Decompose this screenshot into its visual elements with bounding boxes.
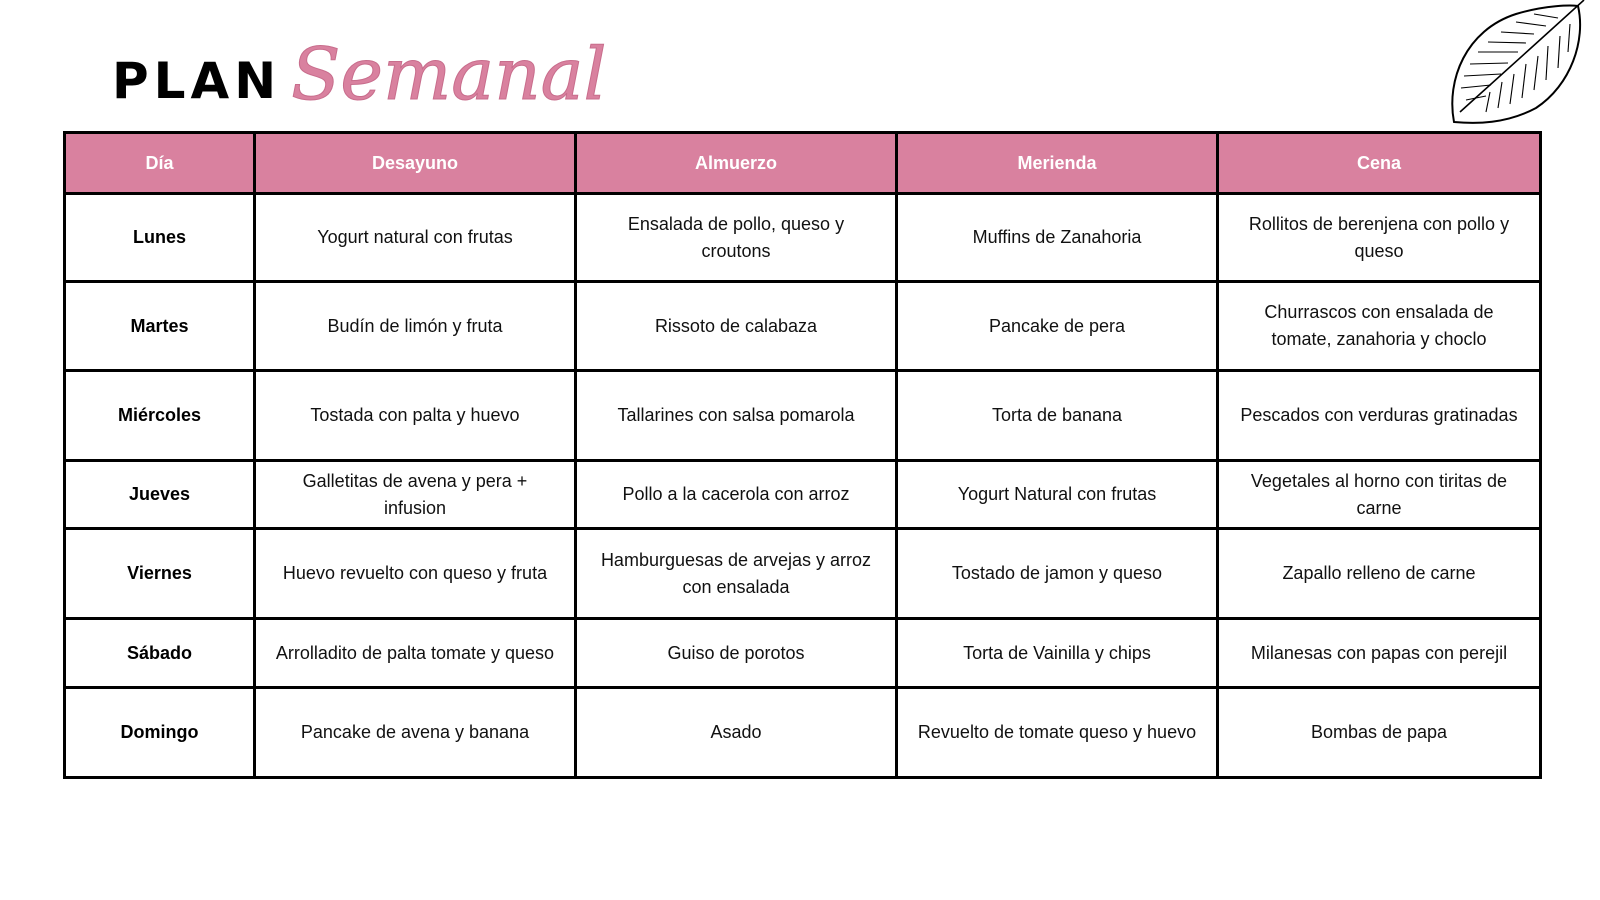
title-semanal: Semanal <box>291 32 607 116</box>
header-cena: Cena <box>1216 131 1542 195</box>
meal-cell: Huevo revuelto con queso y fruta <box>253 527 577 620</box>
header-merienda: Merienda <box>895 131 1219 195</box>
meal-cell: Tostada con palta y huevo <box>253 369 577 462</box>
meal-cell: Milanesas con papas con perejil <box>1216 617 1542 689</box>
day-cell: Sábado <box>63 617 256 689</box>
day-cell: Domingo <box>63 686 256 779</box>
meal-cell: Vegetales al horno con tiritas de carne <box>1216 459 1542 530</box>
meal-cell: Yogurt Natural con frutas <box>895 459 1219 530</box>
meal-cell: Tostado de jamon y queso <box>895 527 1219 620</box>
meal-cell: Revuelto de tomate queso y huevo <box>895 686 1219 779</box>
meal-cell: Pollo a la cacerola con arroz <box>574 459 898 530</box>
meal-cell: Budín de limón y fruta <box>253 280 577 372</box>
page-title: PLAN Semanal <box>112 32 607 116</box>
leaf-icon <box>1451 0 1585 124</box>
meal-cell: Arrolladito de palta tomate y queso <box>253 617 577 689</box>
meal-cell: Pescados con verduras gratinadas <box>1216 369 1542 462</box>
table-row: Martes Budín de limón y fruta Rissoto de c… <box>63 280 1542 372</box>
meal-cell: Muffins de Zanahoria <box>895 192 1219 283</box>
day-cell: Lunes <box>63 192 256 283</box>
meal-cell: Rollitos de berenjena con pollo y queso <box>1216 192 1542 283</box>
table-row: Miércoles Tostada con palta y huevo Tallar… <box>63 369 1542 462</box>
meal-cell: Tallarines con salsa pomarola <box>574 369 898 462</box>
table-row: Domingo Pancake de avena y banana Asado Rev… <box>63 686 1542 779</box>
meal-cell: Churrascos con ensalada de tomate, zanah… <box>1216 280 1542 372</box>
meal-cell: Zapallo relleno de carne <box>1216 527 1542 620</box>
meal-cell: Pancake de pera <box>895 280 1219 372</box>
meal-cell: Yogurt natural con frutas <box>253 192 577 283</box>
day-cell: Jueves <box>63 459 256 530</box>
day-cell: Martes <box>63 280 256 372</box>
meal-cell: Rissoto de calabaza <box>574 280 898 372</box>
meal-cell: Ensalada de pollo, queso y croutons <box>574 192 898 283</box>
meal-plan-table: Día Desayuno Almuerzo Merienda Cena Lune… <box>63 131 1542 779</box>
day-cell: Miércoles <box>63 369 256 462</box>
header-dia: Día <box>63 131 256 195</box>
table-row: Lunes Yogurt natural con frutas Ensalada d… <box>63 192 1542 283</box>
header-desayuno: Desayuno <box>253 131 577 195</box>
meal-cell: Bombas de papa <box>1216 686 1542 779</box>
meal-cell: Torta de Vainilla y chips <box>895 617 1219 689</box>
meal-cell: Torta de banana <box>895 369 1219 462</box>
meal-cell: Asado <box>574 686 898 779</box>
title-plan: PLAN <box>112 52 282 110</box>
table-row: Sábado Arrolladito de palta tomate y ques… <box>63 617 1542 689</box>
table-row: Jueves Galletitas de avena y pera + infus… <box>63 459 1542 530</box>
table-header-row: Día Desayuno Almuerzo Merienda Cena <box>63 131 1542 195</box>
header-almuerzo: Almuerzo <box>574 131 898 195</box>
meal-cell: Hamburguesas de arvejas y arroz con ensa… <box>574 527 898 620</box>
meal-cell: Guiso de porotos <box>574 617 898 689</box>
day-cell: Viernes <box>63 527 256 620</box>
meal-cell: Pancake de avena y banana <box>253 686 577 779</box>
table-row: Viernes Huevo revuelto con queso y fruta H… <box>63 527 1542 620</box>
meal-cell: Galletitas de avena y pera + infusion <box>253 459 577 530</box>
